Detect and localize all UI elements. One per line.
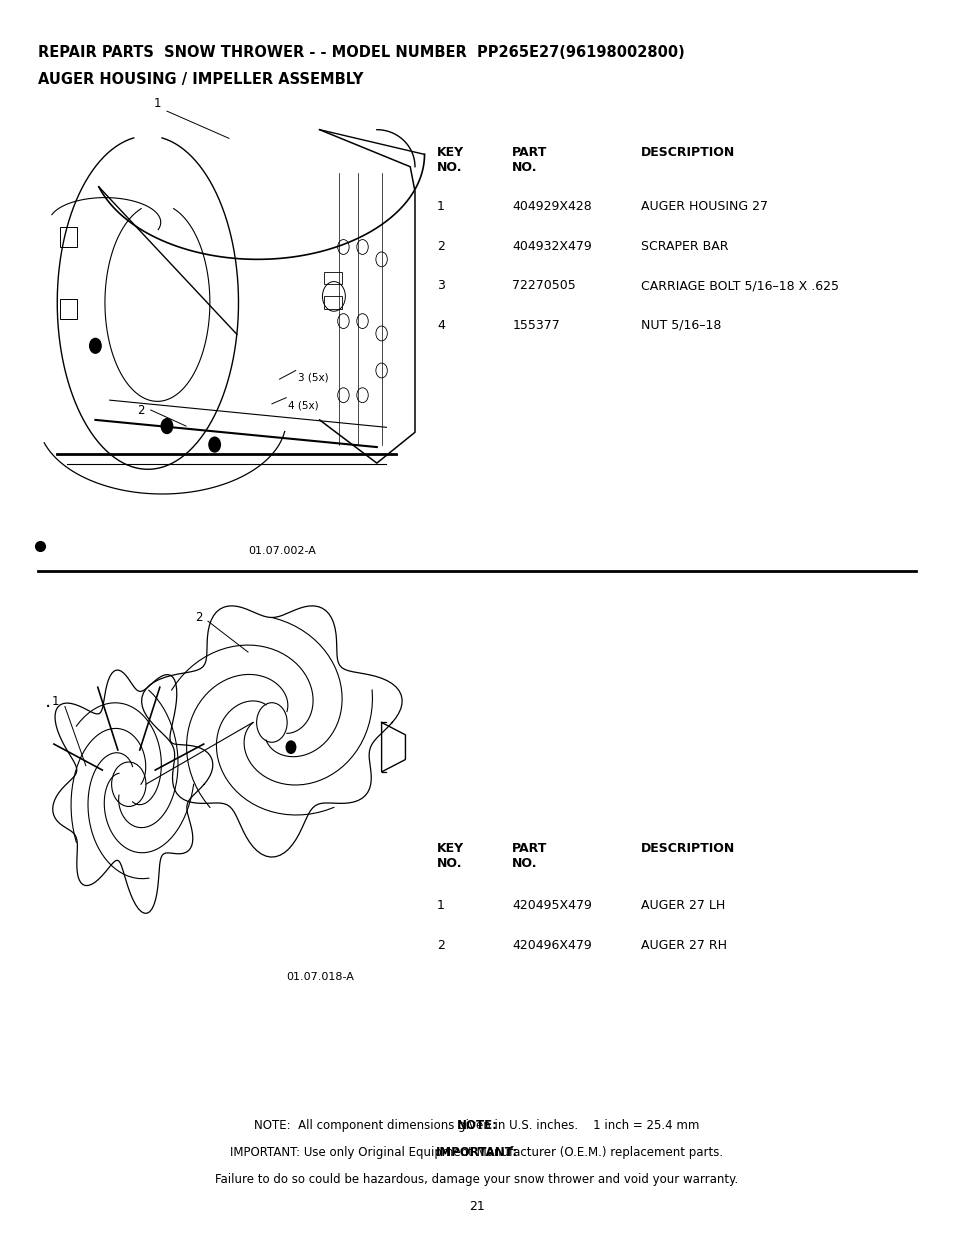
Text: AUGER 27 RH: AUGER 27 RH bbox=[640, 939, 726, 952]
Text: 3: 3 bbox=[436, 279, 444, 293]
Text: 4 (5x): 4 (5x) bbox=[288, 400, 318, 410]
Text: 2: 2 bbox=[137, 404, 145, 416]
Text: 01.07.018-A: 01.07.018-A bbox=[286, 972, 354, 982]
Text: KEY
NO.: KEY NO. bbox=[436, 842, 463, 871]
Text: 1: 1 bbox=[436, 899, 444, 913]
Text: 1: 1 bbox=[51, 695, 59, 708]
Text: 404932X479: 404932X479 bbox=[512, 240, 592, 253]
Text: 01.07.002-A: 01.07.002-A bbox=[248, 546, 315, 556]
Text: REPAIR PARTS  SNOW THROWER - - MODEL NUMBER  PP265E27(96198002800): REPAIR PARTS SNOW THROWER - - MODEL NUMB… bbox=[38, 44, 684, 61]
Text: 21: 21 bbox=[469, 1199, 484, 1213]
Text: PART
NO.: PART NO. bbox=[512, 146, 547, 174]
Text: AUGER HOUSING 27: AUGER HOUSING 27 bbox=[640, 200, 767, 214]
Text: IMPORTANT:: IMPORTANT: bbox=[436, 1146, 517, 1160]
Text: CARRIAGE BOLT 5/16–18 X .625: CARRIAGE BOLT 5/16–18 X .625 bbox=[640, 279, 839, 293]
Text: 420496X479: 420496X479 bbox=[512, 939, 592, 952]
Text: Failure to do so could be hazardous, damage your snow thrower and void your warr: Failure to do so could be hazardous, dam… bbox=[215, 1173, 738, 1187]
Text: NUT 5/16–18: NUT 5/16–18 bbox=[640, 319, 720, 332]
Text: 420495X479: 420495X479 bbox=[512, 899, 592, 913]
Text: IMPORTANT: Use only Original Equipment Manufacturer (O.E.M.) replacement parts.: IMPORTANT: Use only Original Equipment M… bbox=[231, 1146, 722, 1160]
Text: DESCRIPTION: DESCRIPTION bbox=[640, 842, 735, 856]
Circle shape bbox=[161, 419, 172, 433]
Text: .: . bbox=[45, 692, 51, 711]
Text: AUGER HOUSING / IMPELLER ASSEMBLY: AUGER HOUSING / IMPELLER ASSEMBLY bbox=[38, 72, 363, 88]
Circle shape bbox=[209, 437, 220, 452]
Text: NOTE:  All component dimensions given in U.S. inches.    1 inch = 25.4 mm: NOTE: All component dimensions given in … bbox=[254, 1119, 699, 1132]
Text: 72270505: 72270505 bbox=[512, 279, 576, 293]
Circle shape bbox=[90, 338, 101, 353]
Text: 1: 1 bbox=[436, 200, 444, 214]
Text: DESCRIPTION: DESCRIPTION bbox=[640, 146, 735, 159]
Circle shape bbox=[286, 741, 295, 753]
Text: PART
NO.: PART NO. bbox=[512, 842, 547, 871]
Text: AUGER 27 LH: AUGER 27 LH bbox=[640, 899, 724, 913]
Bar bbox=[324, 296, 341, 309]
Bar bbox=[60, 299, 77, 319]
Text: 3 (5x): 3 (5x) bbox=[297, 373, 328, 383]
Text: SCRAPER BAR: SCRAPER BAR bbox=[640, 240, 728, 253]
Text: 404929X428: 404929X428 bbox=[512, 200, 592, 214]
Text: 4: 4 bbox=[436, 319, 444, 332]
Text: 155377: 155377 bbox=[512, 319, 559, 332]
Text: 1: 1 bbox=[153, 98, 161, 110]
Text: 2: 2 bbox=[436, 939, 444, 952]
Text: KEY
NO.: KEY NO. bbox=[436, 146, 463, 174]
Bar bbox=[60, 227, 77, 247]
Text: NOTE:: NOTE: bbox=[456, 1119, 497, 1132]
Bar bbox=[324, 272, 341, 284]
Text: 2: 2 bbox=[436, 240, 444, 253]
Text: 2: 2 bbox=[194, 611, 202, 624]
